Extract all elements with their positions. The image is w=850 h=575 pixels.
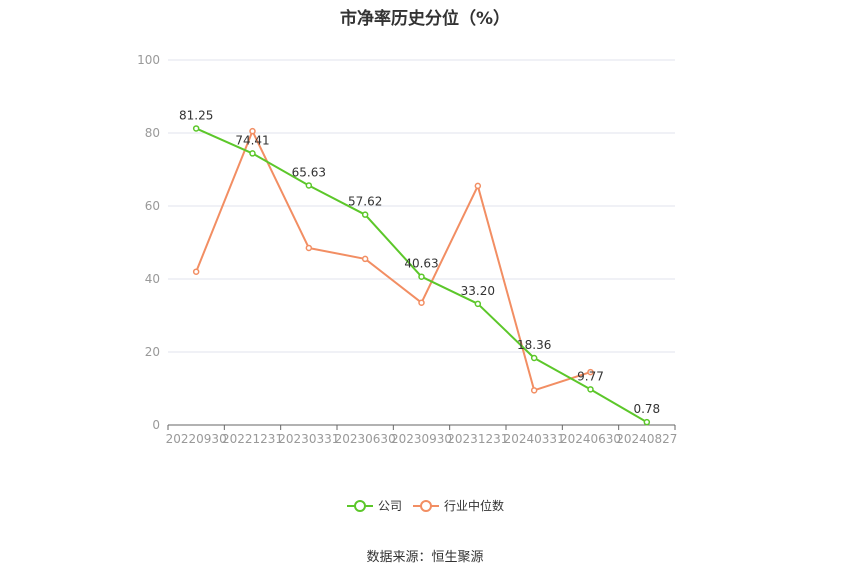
x-tick-label: 20240331 (504, 432, 565, 446)
data-point-industry (249, 127, 256, 135)
x-tick-label: 20231231 (447, 432, 508, 446)
legend-label: 公司 (378, 499, 402, 513)
y-tick-label: 60 (145, 199, 160, 213)
legend-marker (420, 500, 432, 512)
data-point-company (192, 125, 200, 132)
series-lines (192, 125, 651, 426)
x-tick-label: 20240827 (616, 432, 677, 446)
data-point-company (643, 418, 651, 426)
data-point-industry (474, 182, 482, 190)
data-label: 33.20 (461, 284, 495, 298)
data-label: 57.62 (348, 195, 382, 209)
chart-title: 市净率历史分位（%） (339, 9, 511, 29)
x-tick-label: 20230930 (391, 432, 452, 446)
data-point-company (361, 211, 369, 218)
data-point-company (418, 273, 425, 280)
legend-marker (354, 500, 366, 512)
x-tick-label: 20230630 (335, 432, 396, 446)
data-label: 9.77 (577, 369, 604, 383)
data-point-industry (418, 299, 425, 306)
grid-lines (168, 59, 675, 353)
x-tick-label: 20230331 (278, 432, 339, 446)
legend-label: 行业中位数 (444, 498, 504, 513)
y-tick-label: 80 (145, 126, 160, 140)
data-label: 81.25 (179, 108, 213, 122)
data-source: 数据来源：恒生聚源 (366, 550, 484, 565)
data-label: 0.78 (633, 402, 660, 416)
legend-item-company: 公司 (347, 499, 402, 513)
axes: 0204060801002022093020221231202303312023… (137, 53, 677, 446)
data-point-industry (587, 368, 594, 376)
legend-item-industry: 行业中位数 (413, 498, 504, 513)
data-point-industry (530, 387, 538, 394)
data-point-industry (192, 268, 200, 275)
x-tick-label: 20240630 (560, 432, 621, 446)
legend: 公司 行业中位数 (347, 498, 504, 513)
data-labels: 81.25 74.41 65.63 57.62 40.63 33.20 18.36 9.77 0… (179, 108, 660, 416)
data-point-industry (305, 244, 313, 252)
y-tick-label: 0 (152, 418, 160, 432)
data-point-industry (361, 255, 369, 263)
data-label: 74.41 (235, 133, 269, 147)
x-tick-label: 20220930 (166, 432, 227, 446)
x-tick-label: 20221231 (222, 432, 283, 446)
data-point-company (587, 386, 594, 393)
data-point-company (474, 300, 482, 308)
data-label: 18.36 (517, 338, 551, 352)
series-line-industry (195, 130, 591, 392)
y-tick-label: 100 (137, 53, 160, 67)
data-point-company (305, 182, 313, 189)
y-tick-label: 40 (145, 272, 160, 286)
data-point-company (530, 354, 538, 362)
data-label: 40.63 (404, 257, 438, 271)
data-point-company (249, 150, 256, 157)
y-tick-label: 20 (145, 345, 160, 359)
data-label: 65.63 (292, 165, 326, 179)
